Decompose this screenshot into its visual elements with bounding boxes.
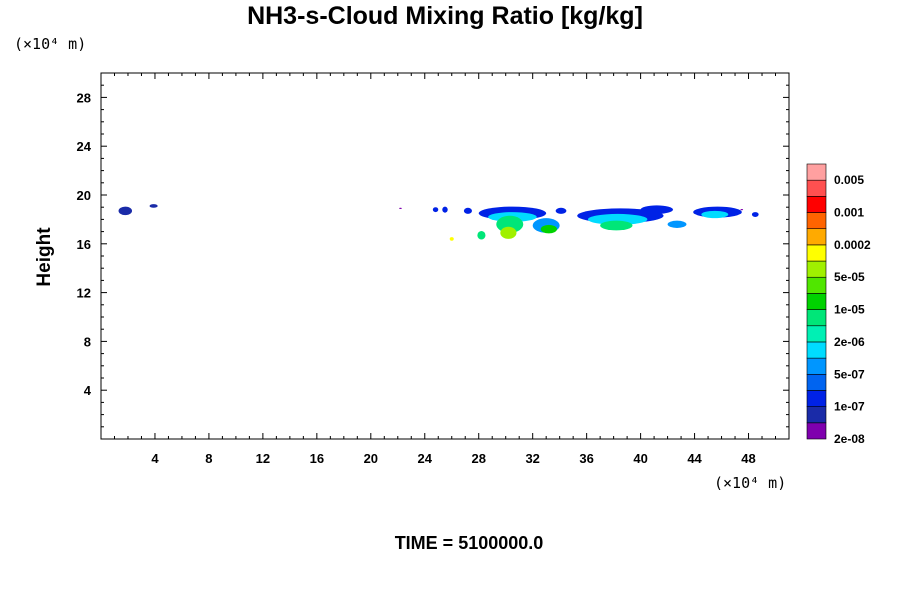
plot-regions — [118, 204, 759, 241]
y-tick-label: 12 — [77, 286, 91, 301]
colorbar-swatch — [806, 244, 827, 262]
x-axis: 4 8 12 16 20 24 28 32 36 40 44 48 — [113, 73, 777, 466]
cloud-region — [555, 207, 567, 214]
cloud-region — [449, 237, 454, 241]
colorbar-label: 0.005 — [834, 173, 864, 187]
cloud-region — [701, 210, 729, 219]
colorbar-swatch — [806, 276, 827, 294]
cloud-region — [399, 207, 402, 210]
x-axis-unit: (×10⁴ m) — [714, 474, 786, 492]
colorbar-swatch — [806, 325, 827, 343]
x-tick-label: 28 — [471, 451, 485, 466]
colorbar-label: 0.001 — [834, 206, 864, 220]
colorbar-label: 5e-05 — [834, 270, 865, 284]
cloud-region — [432, 207, 439, 213]
y-tick-label: 4 — [84, 383, 92, 398]
x-tick-label: 4 — [151, 451, 159, 466]
colorbar-swatch — [806, 309, 827, 327]
colorbar-swatch — [806, 357, 827, 375]
colorbar-swatch — [806, 196, 827, 213]
colorbar-swatch — [806, 293, 827, 310]
y-axis-unit: (×10⁴ m) — [14, 35, 86, 53]
colorbar-swatch — [806, 212, 827, 230]
y-tick-label: 8 — [84, 334, 91, 349]
y-axis: 4 8 12 16 20 24 28 — [77, 84, 789, 428]
x-tick-label: 36 — [579, 451, 593, 466]
colorbar-swatch — [806, 390, 827, 407]
time-label: TIME = 5100000.0 — [395, 533, 544, 553]
x-tick-label: 24 — [418, 451, 433, 466]
x-tick-label: 8 — [205, 451, 212, 466]
colorbar-swatch — [806, 341, 827, 359]
colorbar-swatch — [806, 406, 827, 424]
colorbar-swatch — [806, 228, 827, 246]
cloud-region — [477, 230, 486, 240]
x-tick-label: 48 — [741, 451, 755, 466]
cloud-region — [640, 205, 673, 214]
cloud-region — [149, 204, 158, 208]
colorbar-swatch — [806, 163, 827, 181]
cloud-region — [740, 209, 744, 211]
colorbar-label: 2e-08 — [834, 432, 865, 446]
plot-frame — [100, 72, 790, 440]
y-tick-label: 28 — [77, 90, 91, 105]
y-tick-label: 24 — [77, 139, 92, 154]
colorbar-swatch — [806, 179, 827, 197]
cloud-region — [587, 213, 648, 225]
x-tick-label: 16 — [310, 451, 324, 466]
colorbar-label: 5e-07 — [834, 367, 865, 381]
cloud-region — [540, 224, 557, 234]
colorbar-label: 1e-05 — [834, 303, 865, 317]
colorbar-swatch — [806, 422, 827, 440]
y-tick-label: 20 — [77, 188, 91, 203]
x-tick-label: 40 — [633, 451, 647, 466]
colorbar-label: 2e-06 — [834, 335, 865, 349]
colorbar-label: 1e-07 — [834, 400, 865, 414]
colorbar-swatch — [806, 373, 827, 391]
chart-title: NH3-s-Cloud Mixing Ratio [kg/kg] — [247, 2, 643, 30]
cloud-region — [463, 207, 472, 214]
cloud-region — [118, 206, 133, 216]
cloud-region — [600, 220, 633, 231]
colorbar-swatch — [806, 260, 827, 278]
colorbar: 0.005 0.001 0.0002 5e-05 1e-05 2e-06 5e-07 1e-0… — [806, 163, 871, 446]
x-tick-label: 44 — [687, 451, 702, 466]
x-tick-label: 32 — [525, 451, 539, 466]
y-axis-label: Height — [34, 227, 55, 287]
colorbar-label: 0.0002 — [834, 238, 871, 252]
x-tick-label: 12 — [256, 451, 270, 466]
cloud-region — [500, 226, 517, 239]
y-tick-label: 16 — [77, 237, 91, 252]
x-tick-label: 20 — [364, 451, 378, 466]
cloud-region — [667, 220, 687, 228]
cloud-region — [751, 212, 759, 217]
cloud-region — [442, 206, 448, 213]
